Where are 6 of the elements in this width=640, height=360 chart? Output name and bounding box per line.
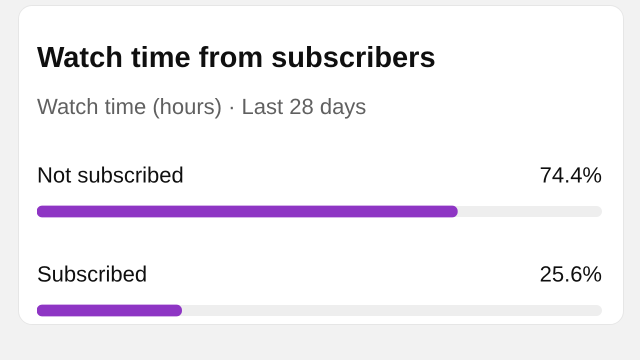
chart-subtitle: Watch time (hours) · Last 28 days: [37, 94, 366, 120]
data-label: 74.4%: [540, 162, 602, 188]
chart-title: Watch time from subscribers: [37, 42, 436, 75]
data-label: 25.6%: [540, 262, 602, 286]
y-tick-label: Subscribed: [37, 262, 148, 286]
y-tick-label: Not subscribed: [37, 162, 184, 188]
